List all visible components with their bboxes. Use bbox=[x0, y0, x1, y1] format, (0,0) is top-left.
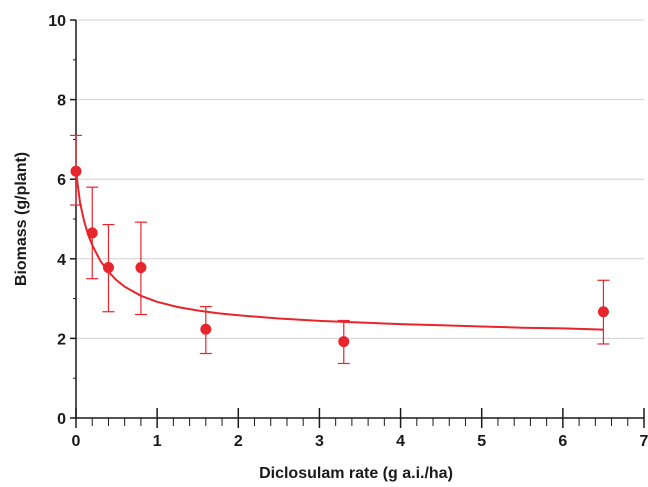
data-point bbox=[597, 306, 609, 318]
x-tick-label: 6 bbox=[558, 433, 567, 450]
fit-curve bbox=[75, 171, 604, 331]
data-point bbox=[338, 336, 350, 348]
y-tick-label: 0 bbox=[57, 411, 66, 428]
y-tick-label: 8 bbox=[57, 93, 66, 110]
data-point bbox=[86, 227, 98, 239]
x-tick-label: 2 bbox=[234, 433, 243, 450]
x-tick-label: 4 bbox=[396, 433, 405, 450]
data-point bbox=[102, 262, 114, 274]
x-tick-label: 1 bbox=[153, 433, 162, 450]
y-axis-label: Biomass (g/plant) bbox=[13, 152, 30, 286]
x-tick-label: 3 bbox=[315, 433, 324, 450]
axes bbox=[70, 19, 645, 428]
fit-curve-layer bbox=[75, 171, 604, 331]
y-tick-label: 10 bbox=[48, 13, 66, 30]
x-axis-label: Diclosulam rate (g a.i./ha) bbox=[259, 465, 453, 482]
data-point bbox=[200, 323, 212, 335]
grid-lines bbox=[76, 19, 644, 339]
y-tick-label: 2 bbox=[57, 331, 66, 348]
data-point bbox=[135, 262, 147, 274]
x-tick-label: 0 bbox=[72, 433, 81, 450]
x-tick-label: 5 bbox=[477, 433, 486, 450]
data-point bbox=[70, 165, 82, 177]
data-points-layer bbox=[70, 165, 609, 348]
y-tick-label: 6 bbox=[57, 172, 66, 189]
x-tick-label: 7 bbox=[640, 433, 648, 450]
tick-labels-layer: 0 2 4 6 8 10 0 1 2 3 4 5 6 7 bbox=[48, 13, 648, 450]
error-bars-layer bbox=[70, 134, 610, 365]
y-tick-label: 4 bbox=[57, 252, 66, 269]
